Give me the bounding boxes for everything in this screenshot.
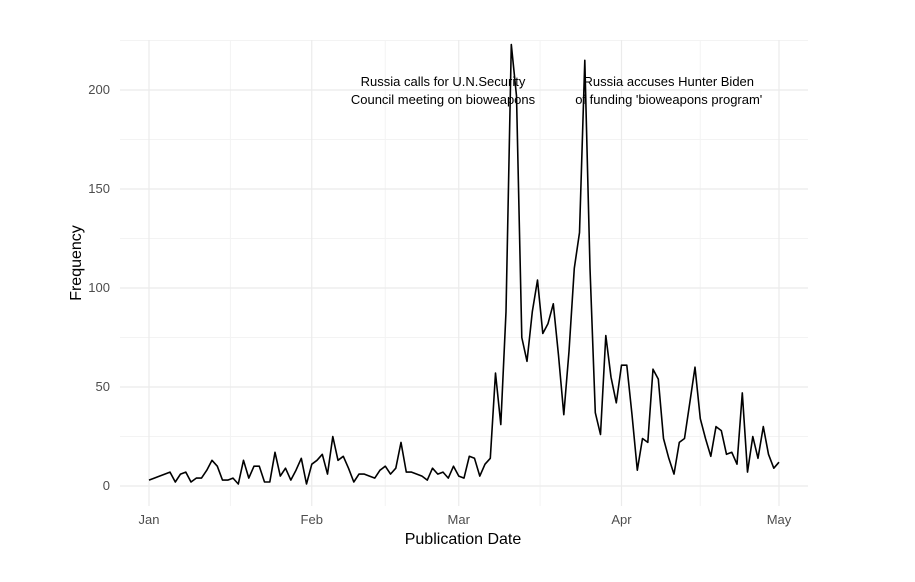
x-tick-label: Apr <box>611 512 632 527</box>
series-line <box>148 43 780 485</box>
x-axis-ticks: Jan Feb Mar Apr May <box>139 512 792 527</box>
y-tick-label: 200 <box>88 82 110 97</box>
x-tick-label: Feb <box>301 512 323 527</box>
annotation-line: of funding 'bioweapons program' <box>575 92 762 107</box>
annotations: Russia calls for U.N.Security Council mee… <box>351 74 762 107</box>
x-axis-label: Publication Date <box>405 531 522 548</box>
annotation-line: Russia calls for U.N.Security <box>361 74 526 89</box>
annotation-text: Russia calls for U.N.Security Council mee… <box>351 74 536 107</box>
y-tick-label: 100 <box>88 280 110 295</box>
y-tick-label: 0 <box>103 478 110 493</box>
x-tick-label: Mar <box>448 512 471 527</box>
annotation-text: Russia accuses Hunter Biden of funding 'b… <box>575 74 762 107</box>
x-tick-label: Jan <box>139 512 160 527</box>
y-axis-ticks: 0 50 100 150 200 <box>88 82 110 493</box>
y-tick-label: 150 <box>88 181 110 196</box>
x-tick-label: May <box>767 512 792 527</box>
annotation-line: Russia accuses Hunter Biden <box>583 74 754 89</box>
y-axis-label: Frequency <box>68 225 85 301</box>
annotation-line: Council meeting on bioweapons <box>351 92 536 107</box>
y-tick-label: 50 <box>96 379 110 394</box>
grid <box>120 40 808 506</box>
